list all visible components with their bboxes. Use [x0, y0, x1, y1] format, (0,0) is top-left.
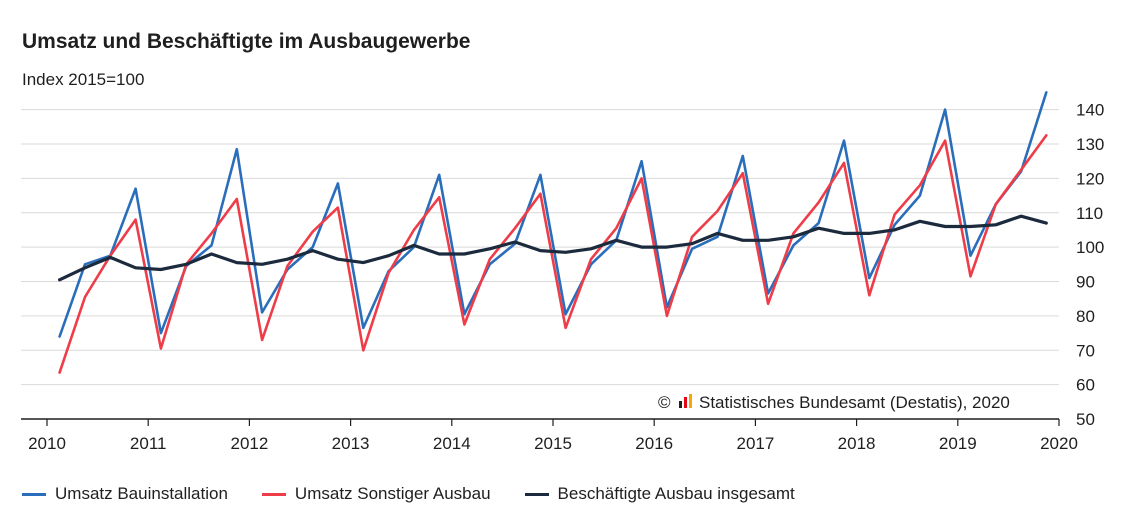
- y-tick-label: 50: [1076, 410, 1095, 429]
- x-axis: 2010 2011 2012 2013 2014 2015 2016 2017 2018 2019…: [21, 418, 1078, 453]
- credit-text: Statistisches Bundesamt (Destatis), 2020: [699, 393, 1010, 412]
- series-line-2: [58, 134, 1048, 374]
- y-axis: 50 60 70 80 90 100 110 120 130 140: [1076, 101, 1104, 429]
- legend-label-bauinstallation: Umsatz Bauinstallation: [55, 484, 228, 503]
- gridlines: [21, 109, 1059, 386]
- y-tick-label: 90: [1076, 273, 1095, 292]
- x-tick-label: 2010: [28, 434, 66, 453]
- x-tick-label: 2018: [838, 434, 876, 453]
- line-chart: 2010 2011 2012 2013 2014 2015 2016 2017 2018 2019…: [21, 91, 1104, 453]
- x-tick-label: 2016: [635, 434, 673, 453]
- chart-subtitle: Index 2015=100: [22, 70, 145, 89]
- credit-background: [654, 386, 1058, 416]
- credit-note: © Statistisches Bundesamt (Destatis), 20…: [654, 386, 1058, 416]
- x-tick-label: 2014: [433, 434, 471, 453]
- y-tick-label: 110: [1076, 204, 1103, 223]
- legend-item-sonstiger-ausbau: Umsatz Sonstiger Ausbau: [261, 484, 491, 504]
- legend: Umsatz Bauinstallation Umsatz Sonstiger …: [22, 484, 829, 504]
- x-tick-label: 2019: [939, 434, 977, 453]
- y-tick-label: 100: [1076, 238, 1104, 257]
- x-tick-label: 2015: [534, 434, 572, 453]
- y-tick-label: 130: [1076, 135, 1104, 154]
- series-line-1: [58, 91, 1048, 338]
- x-tick-label: 2012: [230, 434, 268, 453]
- x-tick-label: 2017: [736, 434, 774, 453]
- y-tick-label: 80: [1076, 307, 1095, 326]
- x-tick-label: 2011: [130, 434, 167, 453]
- legend-label-beschaeftigte: Beschäftigte Ausbau insgesamt: [557, 484, 795, 503]
- destatis-logo-icon: [679, 394, 692, 408]
- y-tick-label: 140: [1076, 101, 1104, 120]
- y-tick-label: 70: [1076, 341, 1095, 360]
- y-tick-label: 60: [1076, 376, 1095, 395]
- x-tick-label: 2013: [332, 434, 370, 453]
- y-tick-label: 120: [1076, 169, 1104, 188]
- legend-swatch-bauinstallation: [22, 492, 46, 496]
- legend-swatch-beschaeftigte: [524, 492, 549, 496]
- copyright-symbol: ©: [658, 393, 671, 412]
- legend-item-beschaeftigte: Beschäftigte Ausbau insgesamt: [524, 484, 795, 504]
- legend-swatch-sonstiger-ausbau: [261, 492, 286, 496]
- x-tick-label: 2020: [1040, 434, 1078, 453]
- series-lines: [57, 91, 1048, 374]
- chart-title: Umsatz und Beschäftigte im Ausbaugewerbe: [22, 30, 471, 53]
- legend-label-sonstiger-ausbau: Umsatz Sonstiger Ausbau: [294, 484, 491, 503]
- legend-item-bauinstallation: Umsatz Bauinstallation: [22, 484, 228, 504]
- series-line-3: [57, 214, 1048, 282]
